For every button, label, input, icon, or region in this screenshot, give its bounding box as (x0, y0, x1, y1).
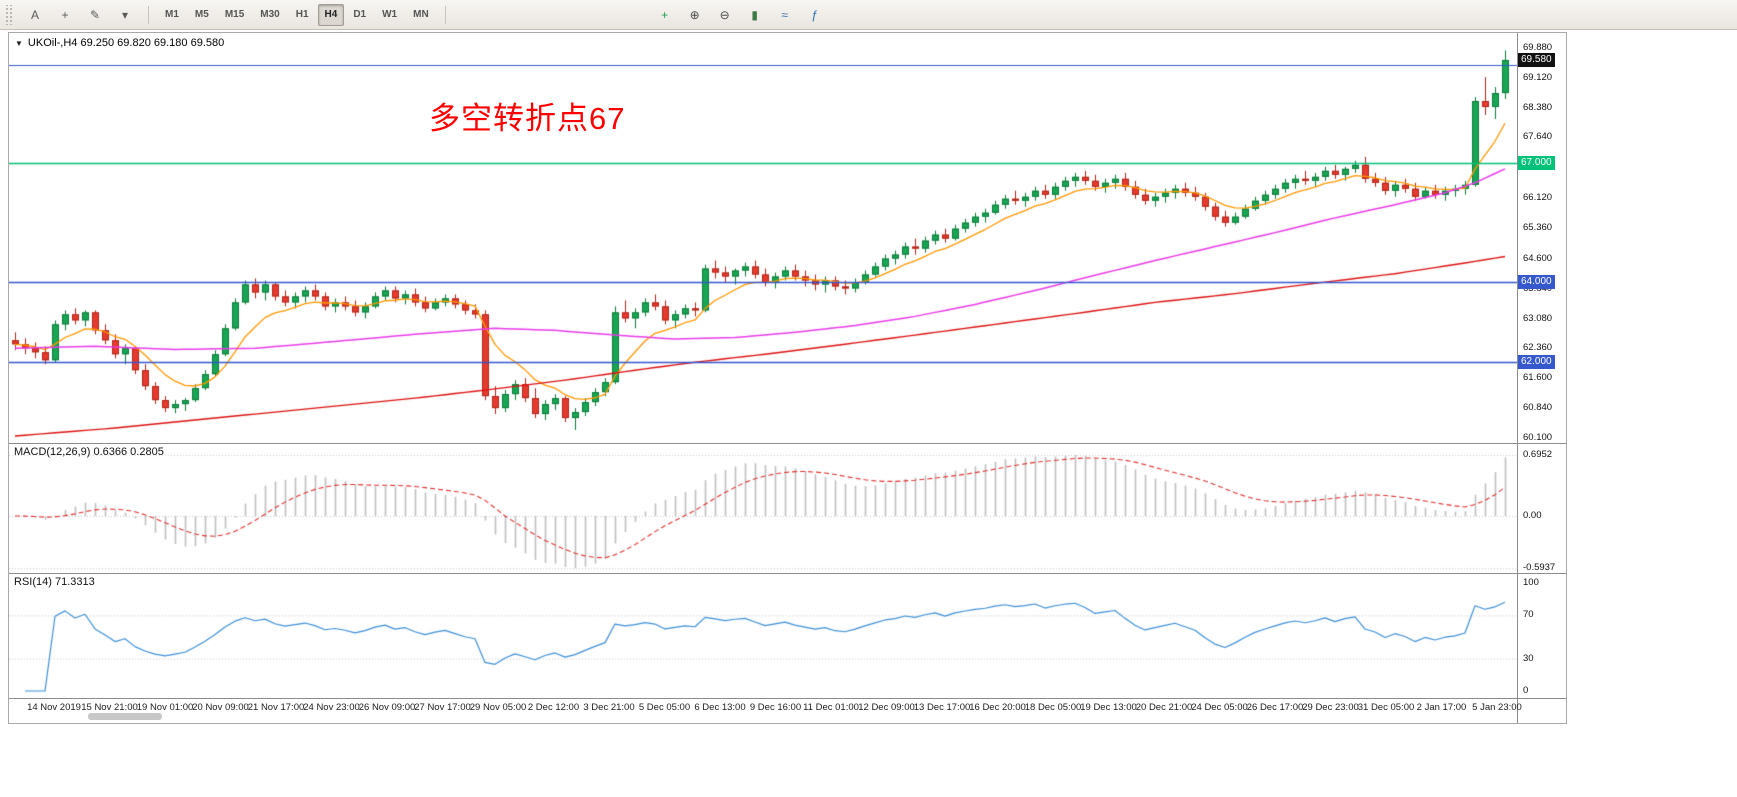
zoom-in-icon[interactable]: ⊕ (689, 7, 700, 22)
time-axis-separator (9, 698, 1566, 699)
timeframe-h4-button[interactable]: H4 (317, 3, 345, 26)
crosshair-tool-icon[interactable]: + (61, 7, 69, 22)
time-axis-label: 18 Dec 05:00 (1024, 702, 1082, 713)
tools-dropdown-icon[interactable]: ▾ (121, 7, 129, 22)
horizontal-scrollbar[interactable] (88, 713, 162, 720)
time-axis-label: 15 Nov 21:00 (81, 702, 138, 713)
new-order-icon[interactable]: + (661, 7, 669, 22)
time-axis-label: 26 Nov 09:00 (358, 702, 416, 713)
price-tag: 62.000 (1518, 355, 1555, 370)
price-tick-label: 65.360 (1523, 222, 1553, 234)
time-axis-label: 20 Nov 09:00 (192, 702, 249, 713)
chart-tools-group: + ⊕ ⊖ ▮ ≈ ƒ (650, 4, 830, 26)
font-tool-icon[interactable]: A (30, 7, 39, 22)
price-tick-label: 68.380 (1523, 101, 1553, 113)
rsi-label: RSI(14) 71.3313 (14, 576, 95, 588)
timeframe-m5-button[interactable]: M5 (194, 9, 209, 20)
price-tag: 69.580 (1518, 52, 1555, 67)
time-axis-label: 6 Dec 13:00 (694, 702, 746, 713)
time-axis-label: 2 Dec 12:00 (527, 702, 580, 713)
price-axis-line[interactable] (1517, 33, 1518, 723)
draw-tool-icon[interactable]: ✎ (89, 7, 101, 22)
timeframe-m15-button[interactable]: M15 (224, 9, 245, 20)
time-axis-label: 5 Dec 05:00 (638, 702, 691, 713)
time-axis-label: 2 Jan 17:00 (1416, 702, 1467, 713)
toolbar: A + ✎ ▾ M1 M5 M15 M30 H1 H4 D1 W1 MN + ⊕ ⊖ ▮ ≈ ƒ (0, 0, 1737, 30)
panel-separator[interactable] (9, 443, 1566, 444)
price-tick-label: 61.600 (1523, 372, 1553, 384)
time-axis-label: 11 Dec 01:00 (803, 702, 859, 713)
price-tick-label: 66.120 (1523, 191, 1553, 203)
toolbar-separator (148, 5, 149, 24)
time-axis-label: 29 Nov 05:00 (469, 702, 527, 713)
toolbar-separator (444, 5, 446, 24)
time-axis-label: 19 Nov 01:00 (136, 702, 194, 713)
time-axis-label: 27 Nov 17:00 (414, 702, 471, 713)
toolbar-drag-handle[interactable] (4, 4, 14, 25)
time-axis-label: 13 Dec 17:00 (913, 702, 971, 713)
time-axis-label: 24 Dec 05:00 (1191, 702, 1248, 713)
price-tick-label: 62.360 (1523, 341, 1553, 353)
price-tick-label: 67.640 (1523, 131, 1553, 143)
panel-separator[interactable] (9, 573, 1566, 574)
price-tick-label: 60.100 (1523, 432, 1553, 443)
collapse-icon[interactable]: ▼ (15, 38, 23, 48)
price-tick-label: 63.080 (1523, 313, 1553, 325)
price-tick-label: 69.880 (1523, 42, 1553, 53)
timeframe-mn-button[interactable]: MN (413, 9, 429, 20)
time-axis-label: 21 Nov 17:00 (247, 702, 305, 713)
timeframe-group: M1 M5 M15 M30 H1 H4 D1 W1 MN (157, 3, 437, 26)
timeframe-h1-button[interactable]: H1 (295, 9, 309, 20)
line-chart-mode-icon[interactable]: ≈ (781, 7, 788, 22)
macd-axis-label: 0.6952 (1523, 448, 1553, 460)
rsi-indicator-canvas[interactable] (9, 573, 1517, 698)
time-axis-label: 16 Dec 20:00 (969, 702, 1026, 713)
zoom-out-icon[interactable]: ⊖ (719, 7, 730, 22)
macd-axis-label: 0.00 (1523, 510, 1542, 521)
candlestick-mode-icon[interactable]: ▮ (751, 7, 758, 22)
time-axis-label: 9 Dec 16:00 (749, 702, 802, 713)
time-axis-label: 29 Dec 23:00 (1302, 702, 1359, 713)
macd-axis-label: -0.5937 (1523, 562, 1556, 574)
chart-annotation: 多空转折点67 (429, 101, 626, 136)
time-axis-label: 19 Dec 13:00 (1080, 702, 1137, 713)
time-axis-label: 20 Dec 21:00 (1135, 702, 1193, 713)
indicators-list-icon[interactable]: ƒ (811, 7, 819, 22)
symbol-ohlc-text: UKOil-,H4 69.250 69.820 69.180 69.580 (27, 37, 225, 49)
time-axis-label: 31 Dec 05:00 (1357, 702, 1415, 713)
timeframe-d1-button[interactable]: D1 (353, 9, 367, 20)
timeframe-m30-button[interactable]: M30 (260, 9, 280, 20)
price-tick-label: 64.600 (1523, 252, 1553, 264)
macd-indicator-canvas[interactable] (9, 443, 1517, 573)
time-axis-label: 26 Dec 17:00 (1246, 702, 1304, 713)
price-chart-canvas[interactable] (9, 33, 1517, 443)
time-axis-label: 14 Nov 2019 (27, 702, 81, 713)
rsi-axis-label: 30 (1523, 652, 1534, 664)
macd-label: MACD(12,26,9) 0.6366 0.2805 (14, 446, 164, 458)
price-tick-label: 69.120 (1523, 72, 1553, 84)
price-tag: 67.000 (1518, 155, 1555, 170)
timeframe-w1-button[interactable]: W1 (382, 9, 398, 20)
rsi-axis-label: 0 (1523, 685, 1529, 696)
time-axis-label: 12 Dec 09:00 (858, 702, 915, 713)
price-tag: 64.000 (1518, 275, 1555, 290)
price-tick-label: 60.840 (1523, 402, 1553, 414)
time-axis-label: 5 Jan 23:00 (1472, 702, 1522, 713)
timeframe-m1-button[interactable]: M1 (165, 9, 179, 20)
chart-symbol-header: ▼ UKOil-,H4 69.250 69.820 69.180 69.580 (15, 37, 224, 49)
time-axis-label: 24 Nov 23:00 (303, 702, 360, 713)
chart-window: ▼ UKOil-,H4 69.250 69.820 69.180 69.580 … (8, 32, 1567, 724)
rsi-axis-label: 70 (1523, 609, 1534, 621)
rsi-axis-label: 100 (1523, 577, 1539, 588)
drawing-tools-group: A + ✎ ▾ (20, 4, 140, 26)
time-axis-label: 3 Dec 21:00 (583, 702, 635, 713)
